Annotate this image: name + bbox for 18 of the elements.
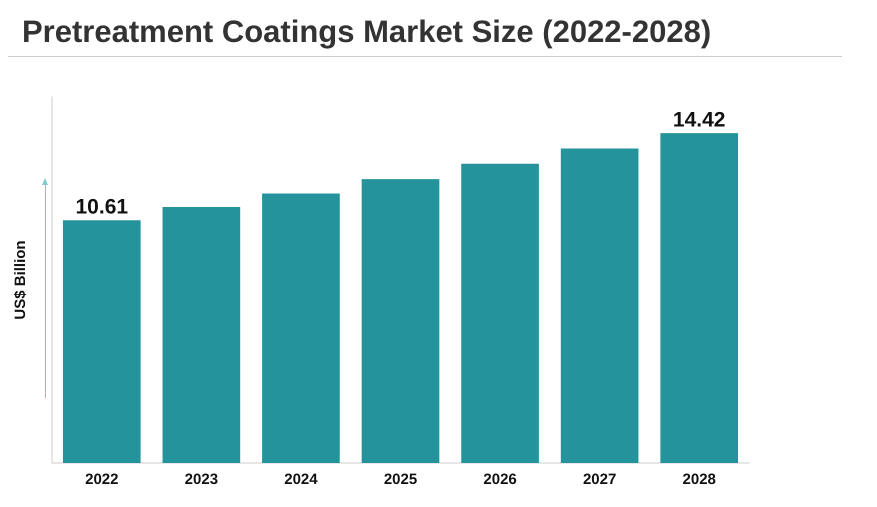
y-axis-title: US$ Billion — [12, 240, 30, 320]
x-tick-label: 2028 — [682, 471, 716, 488]
x-tick-label: 2024 — [284, 471, 318, 488]
data-label: 14.42 — [672, 108, 726, 132]
bar — [362, 179, 440, 463]
bar — [62, 220, 141, 463]
bar — [660, 133, 738, 463]
x-tick-label: 2026 — [483, 471, 517, 488]
x-tick-label: 2025 — [384, 471, 418, 488]
bar — [262, 194, 340, 463]
x-tick-label: 2022 — [85, 471, 118, 488]
bar — [162, 207, 240, 463]
chart-title: Pretreatment Coatings Market Size (2022-2028) — [8, 8, 842, 57]
bar — [560, 148, 638, 463]
x-tick-label: 2027 — [582, 471, 616, 488]
bar — [461, 164, 539, 463]
x-tick-label: 2023 — [184, 471, 218, 488]
data-label: 10.61 — [76, 196, 128, 219]
